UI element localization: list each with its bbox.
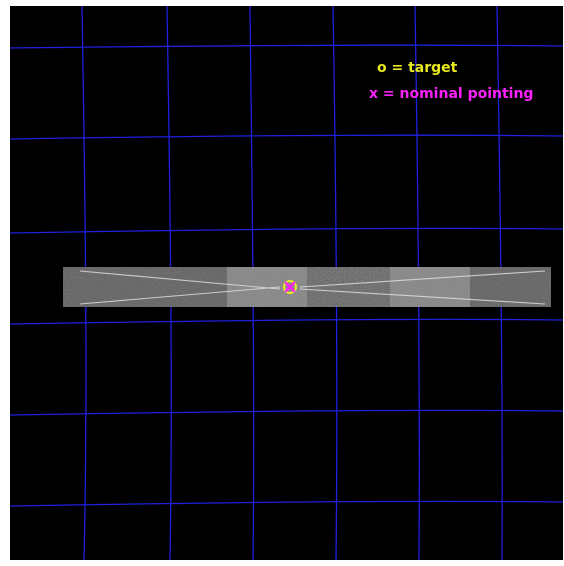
target-circle-icon xyxy=(283,280,297,294)
trace-line xyxy=(299,288,546,305)
trace-line xyxy=(79,270,281,290)
legend-target-label: o = target xyxy=(377,60,458,76)
pointing-cross-icon xyxy=(284,281,296,293)
slit-region xyxy=(63,267,551,307)
grid-line-horizontal xyxy=(10,134,563,140)
trace-line xyxy=(79,286,281,305)
slit-inner-noise xyxy=(227,267,470,307)
grid-line-horizontal xyxy=(10,500,563,507)
grid-line-horizontal xyxy=(10,409,563,416)
trace-line xyxy=(299,270,546,288)
sky-image-frame: o = target x = nominal pointing xyxy=(10,6,563,560)
grid-line-horizontal xyxy=(10,44,563,49)
grid-line-horizontal xyxy=(10,318,563,325)
grid-line-horizontal xyxy=(10,227,563,234)
sky-image: o = target x = nominal pointing xyxy=(10,6,563,560)
legend-pointing-label: x = nominal pointing xyxy=(369,86,533,102)
